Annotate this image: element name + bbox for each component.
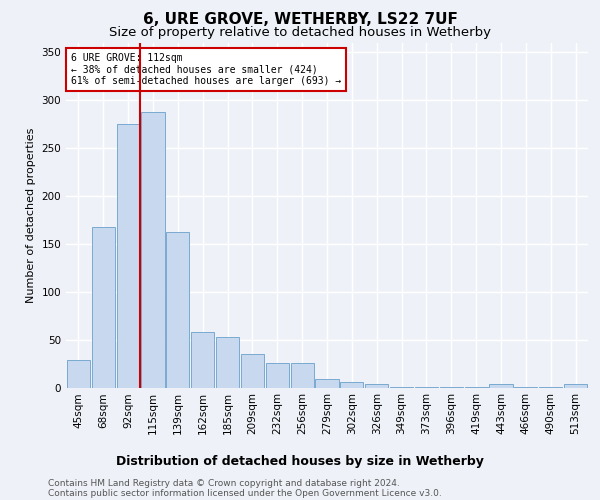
Bar — [539, 386, 562, 388]
Bar — [564, 384, 587, 388]
Bar — [390, 386, 413, 388]
Text: 6, URE GROVE, WETHERBY, LS22 7UF: 6, URE GROVE, WETHERBY, LS22 7UF — [143, 12, 457, 28]
Bar — [415, 386, 438, 388]
Bar — [490, 384, 512, 388]
Bar — [290, 362, 314, 388]
Bar — [166, 232, 190, 388]
Bar — [266, 362, 289, 388]
Bar — [514, 386, 538, 388]
Bar — [340, 382, 364, 388]
Y-axis label: Number of detached properties: Number of detached properties — [26, 128, 36, 302]
Text: Contains public sector information licensed under the Open Government Licence v3: Contains public sector information licen… — [48, 489, 442, 498]
Bar — [464, 386, 488, 388]
Bar — [241, 354, 264, 388]
Bar — [216, 336, 239, 388]
Text: Size of property relative to detached houses in Wetherby: Size of property relative to detached ho… — [109, 26, 491, 39]
Bar — [116, 124, 140, 388]
Bar — [440, 386, 463, 388]
Text: Contains HM Land Registry data © Crown copyright and database right 2024.: Contains HM Land Registry data © Crown c… — [48, 479, 400, 488]
Bar — [316, 379, 338, 388]
Bar — [67, 360, 90, 388]
Text: Distribution of detached houses by size in Wetherby: Distribution of detached houses by size … — [116, 455, 484, 468]
Text: 6 URE GROVE: 112sqm
← 38% of detached houses are smaller (424)
61% of semi-detac: 6 URE GROVE: 112sqm ← 38% of detached ho… — [71, 53, 341, 86]
Bar — [92, 228, 115, 388]
Bar — [142, 112, 164, 388]
Bar — [365, 384, 388, 388]
Bar — [191, 332, 214, 388]
